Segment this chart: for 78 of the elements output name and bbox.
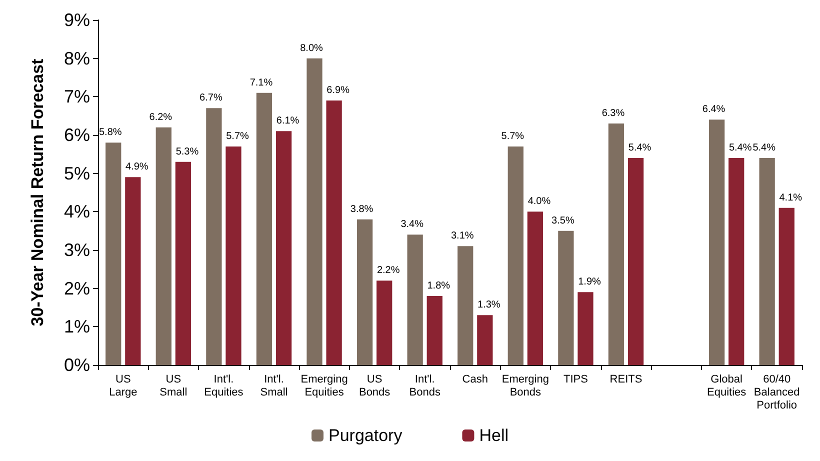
data-label: 8.0% xyxy=(300,42,324,54)
bar xyxy=(175,162,192,365)
x-tick-label: Int'l. Small xyxy=(260,374,288,398)
y-tick-label: 3% xyxy=(64,240,90,260)
bar xyxy=(356,219,373,365)
data-label: 5.7% xyxy=(226,131,249,142)
data-label: 5.3% xyxy=(176,146,199,158)
data-label: 6.9% xyxy=(326,85,350,96)
bar xyxy=(156,127,172,365)
bar xyxy=(206,108,222,365)
y-tick-label: 5% xyxy=(64,163,90,184)
bar xyxy=(426,296,442,365)
data-label: 3.8% xyxy=(350,204,374,215)
legend-label: Hell xyxy=(479,426,509,445)
y-tick-label: 2% xyxy=(64,278,90,298)
bar xyxy=(407,234,423,365)
data-label: 5.4% xyxy=(628,142,652,154)
bar xyxy=(256,92,272,365)
bar xyxy=(125,177,141,365)
data-label: 1.8% xyxy=(427,280,450,292)
y-tick-label: 9% xyxy=(64,10,90,30)
bar xyxy=(276,131,292,365)
legend-label: Purgatory xyxy=(328,426,403,445)
data-label: 5.4% xyxy=(728,142,752,154)
x-tick-label: Emerging Bonds xyxy=(502,374,549,398)
bar xyxy=(376,280,392,365)
bar xyxy=(728,158,744,365)
data-label: 6.2% xyxy=(149,112,172,123)
y-tick-label: 6% xyxy=(64,125,90,145)
x-tick-label: US Bonds xyxy=(358,374,391,398)
data-label: 5.7% xyxy=(501,131,524,142)
data-label: 5.4% xyxy=(752,142,776,154)
data-label: 2.2% xyxy=(376,265,400,276)
y-axis-title: 30-Year Nominal Return Forecast xyxy=(28,58,47,326)
x-tick-label: Int'l. Bonds xyxy=(409,374,441,398)
x-tick-label: Int'l. Equities xyxy=(204,374,244,398)
bar xyxy=(458,246,474,365)
x-tick-label: Emerging Equities xyxy=(300,374,348,398)
bar xyxy=(608,124,624,365)
bar xyxy=(578,292,594,365)
y-tick-label: 8% xyxy=(64,48,90,68)
data-label: 4.1% xyxy=(779,192,802,204)
bar xyxy=(306,58,322,365)
bar xyxy=(759,158,775,365)
x-tick-label: Global Equities xyxy=(707,374,747,398)
data-label: 4.9% xyxy=(126,162,148,173)
x-tick-label: US Large xyxy=(109,374,138,398)
data-label: 6.3% xyxy=(602,108,625,119)
y-tick-label: 7% xyxy=(64,86,90,107)
data-label: 3.5% xyxy=(552,215,574,226)
bar xyxy=(628,158,644,365)
bar xyxy=(527,212,544,365)
data-label: 3.1% xyxy=(450,230,474,242)
data-label: 1.3% xyxy=(478,300,500,311)
data-label: 6.4% xyxy=(702,104,726,116)
x-tick-label: REITS xyxy=(610,374,642,386)
data-label: 3.4% xyxy=(400,219,424,230)
bar xyxy=(226,146,242,365)
data-label: 5.8% xyxy=(98,127,122,138)
bar xyxy=(477,315,493,365)
data-label: 4.0% xyxy=(528,196,551,208)
x-tick-label: US Small xyxy=(160,374,188,398)
bar xyxy=(508,146,524,365)
bar xyxy=(326,100,342,365)
bar xyxy=(708,120,725,365)
data-label: 6.7% xyxy=(200,92,222,104)
x-tick-label: Cash xyxy=(462,374,488,386)
data-label: 7.1% xyxy=(250,77,273,88)
data-label: 6.1% xyxy=(276,116,300,127)
y-tick-label: 0% xyxy=(64,355,90,375)
y-tick-label: 4% xyxy=(64,202,90,222)
x-tick-label: 60/40 Balanced Portfolio xyxy=(754,374,800,412)
bar xyxy=(558,230,574,365)
bar xyxy=(106,142,122,365)
bar xyxy=(778,208,794,365)
data-label: 1.9% xyxy=(578,276,601,288)
x-tick-label: TIPS xyxy=(563,374,588,386)
y-tick-label: 1% xyxy=(64,316,90,337)
